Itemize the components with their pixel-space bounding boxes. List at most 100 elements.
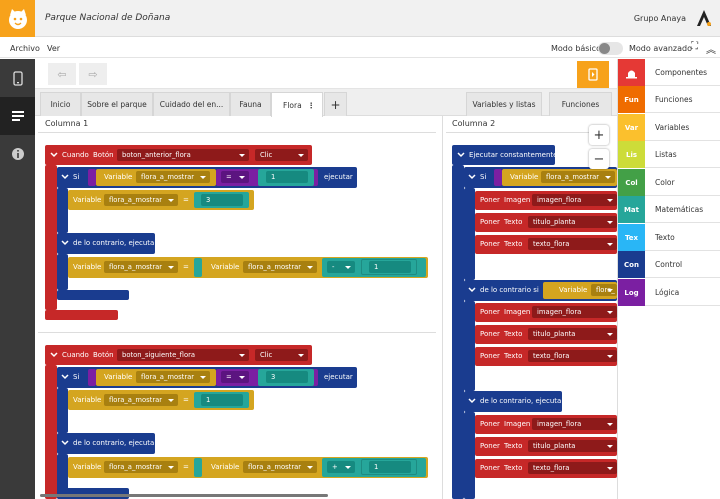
tab-sobre-el-parque[interactable]: Sobre el parque (81, 92, 153, 116)
variable-label: Variable (104, 373, 133, 381)
operator-dropdown[interactable]: = (221, 371, 249, 383)
block-palette: Componentes Fun Funciones Var Variables Li… (617, 59, 720, 499)
preview-button[interactable] (577, 61, 609, 88)
info-icon (11, 148, 24, 160)
sidebar-item-blocks[interactable] (0, 97, 35, 135)
component-dropdown[interactable]: imagen_flora (532, 194, 617, 206)
collapse-chevron-icon[interactable] (50, 151, 58, 159)
undo-button[interactable]: ⇦ (48, 63, 76, 85)
tab-funciones[interactable]: Funciones (549, 92, 612, 116)
event-dropdown[interactable]: Clic (255, 349, 308, 361)
number-field[interactable]: 1 (201, 394, 243, 406)
variable-dropdown[interactable]: flora_a_mostrar (104, 394, 178, 406)
component-dropdown[interactable]: texto_flora (528, 238, 617, 250)
else-block[interactable] (464, 391, 562, 412)
math-block[interactable] (194, 458, 202, 477)
else-block[interactable] (57, 433, 155, 454)
variable-dropdown[interactable]: flora_a_mostrar (541, 171, 615, 183)
brand-logo-icon (697, 10, 711, 26)
sidebar-item-info[interactable] (0, 135, 35, 173)
compare-block[interactable] (88, 169, 96, 186)
collapse-chevron-icon[interactable] (468, 286, 476, 294)
math-operator-dropdown[interactable]: + (327, 461, 355, 473)
if-spine (57, 188, 68, 233)
button-dropdown[interactable]: boton_siguiente_flora (117, 349, 249, 361)
operator-dropdown[interactable]: = (221, 171, 249, 183)
component-dropdown[interactable]: texto_flora (528, 350, 617, 362)
compare-block[interactable] (88, 369, 96, 386)
tabs-bar: Inicio Sobre el parque Cuidado del en...… (35, 89, 617, 117)
event-dropdown[interactable]: Clic (255, 149, 308, 161)
number-field[interactable]: 3 (201, 194, 243, 206)
sidebar-item-screen[interactable] (0, 59, 35, 97)
set-label: Poner (480, 464, 500, 472)
math-operator-dropdown[interactable]: - (327, 261, 355, 273)
zoom-in-button[interactable]: + (589, 125, 609, 145)
palette-variables[interactable]: Var Variables (618, 114, 720, 141)
collapse-chevron-icon[interactable] (61, 373, 69, 381)
variable-dropdown[interactable]: flora_a_mostrar (104, 194, 178, 206)
menu-ver[interactable]: Ver (47, 44, 61, 53)
horizontal-scrollbar[interactable] (40, 494, 328, 497)
palette-control[interactable]: Con Control (618, 251, 720, 278)
collapse-chevron-icon[interactable] (61, 239, 69, 247)
component-dropdown[interactable]: titulo_planta (528, 328, 617, 340)
number-field[interactable]: 1 (266, 171, 308, 183)
palette-color[interactable]: Col Color (618, 169, 720, 196)
collapse-chevron-icon[interactable] (457, 151, 465, 159)
button-dropdown[interactable]: boton_anterior_flora (117, 149, 249, 161)
mode-toggle[interactable] (598, 42, 623, 55)
component-dropdown[interactable]: titulo_planta (528, 216, 617, 228)
variable-label: Variable (73, 463, 102, 471)
component-dropdown[interactable]: imagen_flora (532, 418, 617, 430)
palette-componentes[interactable]: Componentes (618, 59, 720, 86)
menu-archivo[interactable]: Archivo (10, 44, 40, 53)
palette-logica[interactable]: Log Lógica (618, 279, 720, 306)
math-block[interactable] (194, 258, 202, 277)
elseif-label: de lo contrario si (480, 286, 539, 294)
component-dropdown[interactable]: texto_flora (528, 462, 617, 474)
variable-label: Variable (73, 263, 102, 271)
tab-variables-listas[interactable]: Variables y listas (466, 92, 542, 116)
number-field[interactable]: 1 (369, 461, 411, 473)
variable-dropdown[interactable]: flora_a_mostrar (243, 461, 317, 473)
number-field[interactable]: 1 (369, 261, 411, 273)
tab-inicio[interactable]: Inicio (40, 92, 81, 116)
forever-header[interactable] (452, 145, 555, 165)
collapse-chevron-icon[interactable] (468, 397, 476, 405)
palette-funciones[interactable]: Fun Funciones (618, 86, 720, 113)
tab-fauna[interactable]: Fauna (230, 92, 271, 116)
component-dropdown[interactable]: titulo_planta (528, 440, 617, 452)
tab-menu-icon[interactable]: ⋮ (307, 100, 316, 110)
property-label: Imagen (504, 196, 531, 204)
palette-matematicas[interactable]: Mat Matemáticas (618, 196, 720, 223)
palette-texto[interactable]: Tex Texto (618, 224, 720, 251)
palette-swatch: Col (618, 169, 645, 196)
variable-dropdown[interactable]: flora_a_mostrar (104, 461, 178, 473)
block-separator (38, 332, 436, 333)
else-block[interactable] (57, 233, 155, 254)
collapse-chevron-icon[interactable] (468, 173, 476, 181)
palette-listas[interactable]: Lis Listas (618, 141, 720, 168)
variable-dropdown[interactable]: flora_ (591, 284, 617, 296)
add-tab-button[interactable]: + (324, 92, 347, 116)
number-field[interactable]: 3 (266, 371, 308, 383)
variable-dropdown[interactable]: flora_a_mostrar (136, 171, 210, 183)
fullscreen-icon[interactable]: ⛶ (691, 41, 698, 52)
redo-button[interactable]: ⇨ (79, 63, 107, 85)
compare-block[interactable] (494, 169, 502, 186)
tab-flora[interactable]: Flora ⋮ (271, 92, 323, 117)
collapse-chevron-icon[interactable] (61, 439, 69, 447)
variable-dropdown[interactable]: flora_a_mostrar (243, 261, 317, 273)
tab-cuidado[interactable]: Cuidado del en... (153, 92, 230, 116)
variable-dropdown[interactable]: flora_a_mostrar (104, 261, 178, 273)
zoom-out-button[interactable]: − (589, 149, 609, 169)
palette-swatch (618, 59, 645, 86)
collapse-icon[interactable]: ︽ (706, 45, 716, 56)
palette-label: Color (655, 178, 675, 187)
app-title: Parque Nacional de Doñana (45, 13, 171, 23)
collapse-chevron-icon[interactable] (61, 173, 69, 181)
variable-dropdown[interactable]: flora_a_mostrar (136, 371, 210, 383)
collapse-chevron-icon[interactable] (50, 351, 58, 359)
component-dropdown[interactable]: imagen_flora (532, 306, 617, 318)
